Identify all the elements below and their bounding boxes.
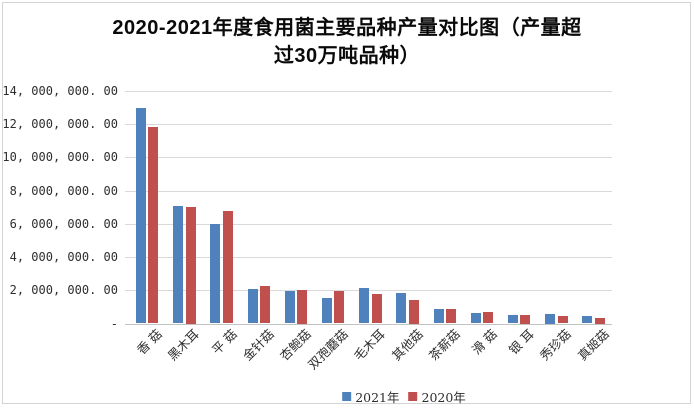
legend-label-2020: 2020年 <box>421 390 466 405</box>
y-tick-label: 6, 000, 000. 00 <box>9 216 118 231</box>
bar-2020年-双孢蘑菇 <box>334 291 345 324</box>
gridline <box>125 124 612 126</box>
bar-2021年-秀珍菇 <box>545 313 556 324</box>
bar-2020年-黑木耳 <box>185 207 196 324</box>
bar-2021年-金针菇 <box>247 288 258 324</box>
legend-swatch-2020-icon <box>408 392 418 401</box>
gridline <box>125 223 612 225</box>
bar-2020年-银耳 <box>520 315 531 324</box>
gridline <box>125 91 612 92</box>
bar-2020年-茶薪菇 <box>445 308 456 324</box>
bar-2020年-杏鲍菇 <box>297 289 308 324</box>
bar-2021年-滑菇 <box>470 312 481 324</box>
bar-2021年-银耳 <box>507 315 518 324</box>
bar-2021年-杏鲍菇 <box>284 291 295 324</box>
bar-2021年-香菇 <box>136 108 146 324</box>
gridline <box>125 157 612 159</box>
bar-2020年-滑菇 <box>483 311 494 324</box>
legend-item-2020: 2020年 <box>408 387 466 406</box>
gridline <box>125 257 612 259</box>
bar-2021年-其他菇 <box>396 292 407 324</box>
y-tick-label: 8, 000, 000. 00 <box>9 183 118 198</box>
x-axis-line <box>125 323 612 325</box>
gridline <box>125 190 612 192</box>
bar-2021年-双孢蘑菇 <box>321 297 332 324</box>
legend-label-2021: 2021年 <box>355 390 400 405</box>
bar-2021年-真姬菇 <box>582 315 593 324</box>
legend: 2021年 2020年 <box>342 387 466 406</box>
bar-2021年-毛木耳 <box>359 287 370 324</box>
bar-2020年-平菇 <box>222 211 233 324</box>
bar-2020年-香菇 <box>148 126 159 324</box>
bar-2020年-秀珍菇 <box>557 315 568 324</box>
bar-2021年-茶薪菇 <box>433 309 444 324</box>
y-tick-label: 14, 000, 000. 00 <box>2 84 118 98</box>
y-tick-label: 2, 000, 000. 00 <box>9 283 118 298</box>
legend-swatch-2021-icon <box>342 392 352 401</box>
legend-item-2021: 2021年 <box>342 387 400 406</box>
bar-2020年-金针菇 <box>259 286 270 324</box>
bar-2020年-其他菇 <box>408 300 419 324</box>
bar-2020年-毛木耳 <box>371 293 382 324</box>
bar-2021年-平菇 <box>210 223 221 324</box>
y-tick-label: 12, 000, 000. 00 <box>2 117 118 132</box>
chart-title: 2020-2021年度食用菌主要品种产量对比图（产量超 过30万吨品种） <box>0 14 694 70</box>
y-tick-label: 10, 000, 000. 00 <box>2 150 118 165</box>
chart-title-line2: 过30万吨品种） <box>273 45 421 67</box>
y-tick-label: - <box>110 316 118 331</box>
chart-border <box>2 2 691 404</box>
y-tick-label: 4, 000, 000. 00 <box>9 250 118 265</box>
chart-title-line1: 2020-2021年度食用菌主要品种产量对比图（产量超 <box>112 17 582 39</box>
bar-2020年-真姬菇 <box>594 317 605 324</box>
bar-2021年-黑木耳 <box>173 206 184 324</box>
